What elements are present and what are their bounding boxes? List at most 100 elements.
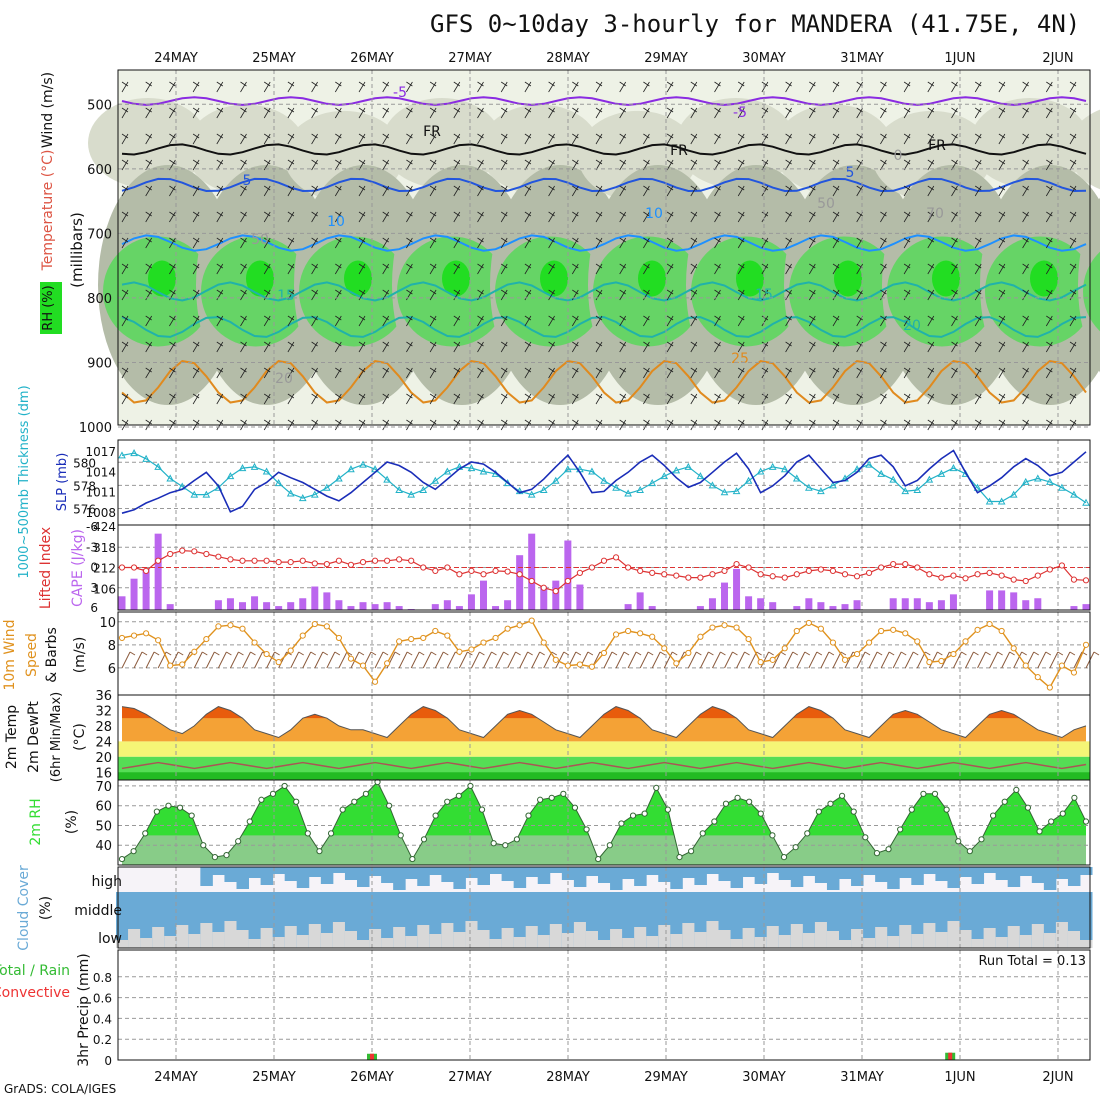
barb-2-7: [287, 133, 295, 145]
barb-2-18: [548, 133, 555, 145]
wind-barb-67: [928, 651, 943, 669]
barb-12-1: [145, 393, 153, 405]
wind-point-49: [709, 624, 716, 631]
rh-point-81: [1059, 810, 1066, 817]
barb-10-3: [192, 341, 200, 353]
thickness-point-71: [973, 483, 982, 491]
rh-swatch: [40, 282, 62, 334]
barb-12-25: [714, 393, 721, 405]
wind-barb-47: [687, 651, 702, 669]
barb-10-30: [832, 341, 840, 353]
cloud-high-21: [369, 867, 382, 876]
barb-10-25: [714, 341, 721, 353]
barb-6-40: [1069, 237, 1077, 249]
date-top-8: 1JUN: [944, 51, 975, 66]
wind-barb-31: [495, 651, 509, 669]
barb-7-2: [169, 263, 176, 275]
cape-bar-54: [769, 602, 777, 610]
barb-6-9: [334, 237, 342, 249]
wind-point-12: [263, 650, 270, 658]
cloud-low-22: [381, 938, 394, 948]
barb-1-9: [334, 107, 342, 119]
barb-0-6: [263, 81, 271, 93]
cloud-low-71: [971, 939, 985, 948]
barb-3-3: [192, 159, 200, 171]
contour-label-14: 50: [251, 232, 269, 248]
rh-point-27: [432, 812, 439, 819]
li-line: [122, 549, 1087, 592]
barb-6-10: [358, 237, 366, 249]
li-point-49: [709, 571, 716, 578]
cloud-high-56: [790, 867, 804, 887]
cloud-low-49: [706, 921, 719, 948]
cloud-high-47: [682, 867, 695, 878]
barb-8-18: [548, 289, 555, 301]
barb-9-20: [595, 315, 603, 327]
barb-11-9: [334, 367, 342, 379]
barb-10-35: [951, 341, 958, 353]
slp-label: SLP (mb): [55, 453, 70, 512]
wind-point-45: [661, 645, 668, 652]
cape-bar-18: [335, 600, 343, 610]
wind-point-40: [600, 649, 608, 657]
cloud-high-71: [971, 867, 985, 884]
upper-y-tick-5: 1000: [79, 421, 112, 436]
cape-bar-73: [998, 590, 1006, 610]
wind-point-32: [504, 625, 511, 632]
cape-bar-56: [793, 606, 801, 610]
wind-point-61: [853, 650, 861, 658]
date-bottom-9: 2JUN: [1042, 1070, 1073, 1085]
wind-barb-33: [519, 651, 533, 669]
cloud-low-79: [1067, 931, 1081, 948]
rh-point-9: [223, 852, 230, 859]
precip-side-total: Total / Rain: [0, 963, 70, 979]
barb-5-10: [358, 211, 366, 223]
cloud-mid-35: [537, 892, 551, 948]
cape-bar-2: [142, 568, 150, 610]
thickness-point-14: [286, 489, 295, 497]
wind-point-77: [1046, 684, 1053, 691]
barb-5-36: [974, 211, 982, 223]
barb-4-8: [311, 185, 318, 197]
cloud-low-57: [802, 933, 816, 948]
thickness-point-15: [298, 494, 307, 502]
cape-bar-27: [443, 600, 451, 610]
slp-tick-2: 1011: [85, 486, 116, 500]
wind-point-19: [347, 655, 355, 662]
barb-1-24: [690, 107, 698, 119]
barb-6-18: [548, 237, 555, 249]
barb-5-18: [548, 211, 555, 223]
wind-point-3: [155, 637, 162, 644]
date-top-4: 28MAY: [546, 51, 590, 66]
cloud-high-41: [610, 867, 623, 890]
wind-point-55: [781, 645, 788, 652]
barb-3-16: [500, 159, 508, 171]
rh-point-70: [931, 790, 939, 797]
wind-barb-76: [1037, 651, 1052, 669]
thickness-point-50: [720, 488, 729, 496]
wind-barb-71: [977, 651, 991, 669]
cloud-frame: [117, 866, 1091, 949]
barb-9-33: [903, 315, 911, 327]
barb-7-40: [1069, 263, 1077, 275]
rh-tick-0: 70: [95, 780, 112, 795]
wind-point-20: [359, 662, 367, 669]
thickness-point-0: [118, 451, 126, 459]
thickness-point-65: [901, 487, 910, 495]
cloud-low-78: [1055, 922, 1069, 948]
cape-bar-29: [467, 594, 475, 610]
wind-barb-30: [483, 651, 497, 669]
cloud-low-45: [658, 925, 671, 948]
thickness-point-57: [805, 483, 813, 491]
barb-0-35: [951, 81, 958, 93]
barb-9-30: [832, 315, 840, 327]
contour-label-1: -5: [733, 105, 747, 121]
cloud-high-26: [429, 867, 442, 875]
barb-10-39: [1045, 341, 1053, 353]
barb-6-2: [169, 237, 176, 249]
cloud-high-54: [766, 867, 780, 873]
rh-point-51: [711, 818, 718, 825]
cape-bar-65: [901, 598, 909, 610]
li-tick-1: -3: [86, 540, 98, 554]
barb-0-19: [571, 81, 579, 93]
